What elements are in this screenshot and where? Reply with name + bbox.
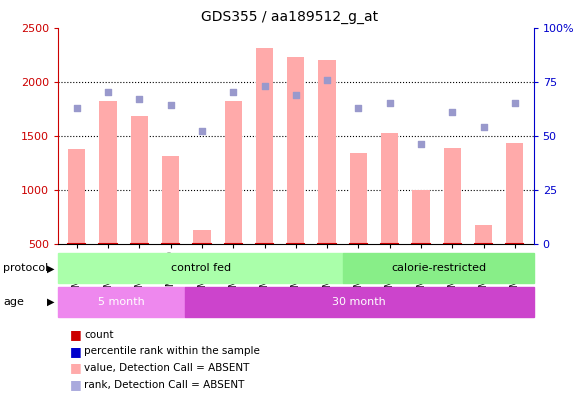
Bar	[287, 57, 305, 244]
Bar	[256, 48, 273, 244]
Point	[416, 141, 426, 147]
Bar	[506, 143, 523, 244]
Text: 5 month: 5 month	[98, 297, 145, 307]
Point	[385, 100, 394, 107]
Text: ■: ■	[70, 378, 81, 391]
Text: value, Detection Call = ABSENT: value, Detection Call = ABSENT	[84, 363, 249, 373]
Point	[229, 89, 238, 95]
Point	[291, 91, 300, 98]
Bar	[130, 116, 148, 244]
Text: rank, Detection Call = ABSENT: rank, Detection Call = ABSENT	[84, 379, 245, 390]
Point	[72, 105, 81, 111]
Bar	[343, 253, 534, 283]
Bar	[475, 225, 492, 244]
Text: ■: ■	[70, 345, 81, 358]
Text: 30 month: 30 month	[332, 297, 386, 307]
Bar	[350, 153, 367, 244]
Bar	[99, 101, 117, 244]
Bar	[185, 287, 534, 317]
Point	[354, 105, 363, 111]
Point	[135, 96, 144, 102]
Text: percentile rank within the sample: percentile rank within the sample	[84, 346, 260, 356]
Text: protocol: protocol	[3, 263, 48, 273]
Text: ■: ■	[70, 362, 81, 374]
Bar	[58, 287, 185, 317]
Point	[510, 100, 520, 107]
Text: count: count	[84, 329, 114, 340]
Point	[197, 128, 206, 135]
Point	[448, 109, 457, 115]
Bar	[318, 60, 336, 244]
Bar	[193, 230, 211, 244]
Text: GDS355 / aa189512_g_at: GDS355 / aa189512_g_at	[201, 10, 379, 24]
Bar	[58, 253, 343, 283]
Point	[322, 76, 332, 83]
Bar	[381, 133, 398, 244]
Bar	[224, 101, 242, 244]
Text: control fed: control fed	[171, 263, 231, 273]
Point	[166, 102, 175, 109]
Bar	[444, 147, 461, 244]
Text: age: age	[3, 297, 24, 307]
Bar	[68, 148, 85, 244]
Text: calorie-restricted: calorie-restricted	[391, 263, 486, 273]
Point	[479, 124, 488, 130]
Point	[260, 83, 269, 89]
Bar	[412, 190, 430, 244]
Text: ▶: ▶	[48, 297, 55, 307]
Text: ▶: ▶	[48, 263, 55, 273]
Bar	[162, 156, 179, 244]
Text: ■: ■	[70, 328, 81, 341]
Point	[103, 89, 113, 95]
